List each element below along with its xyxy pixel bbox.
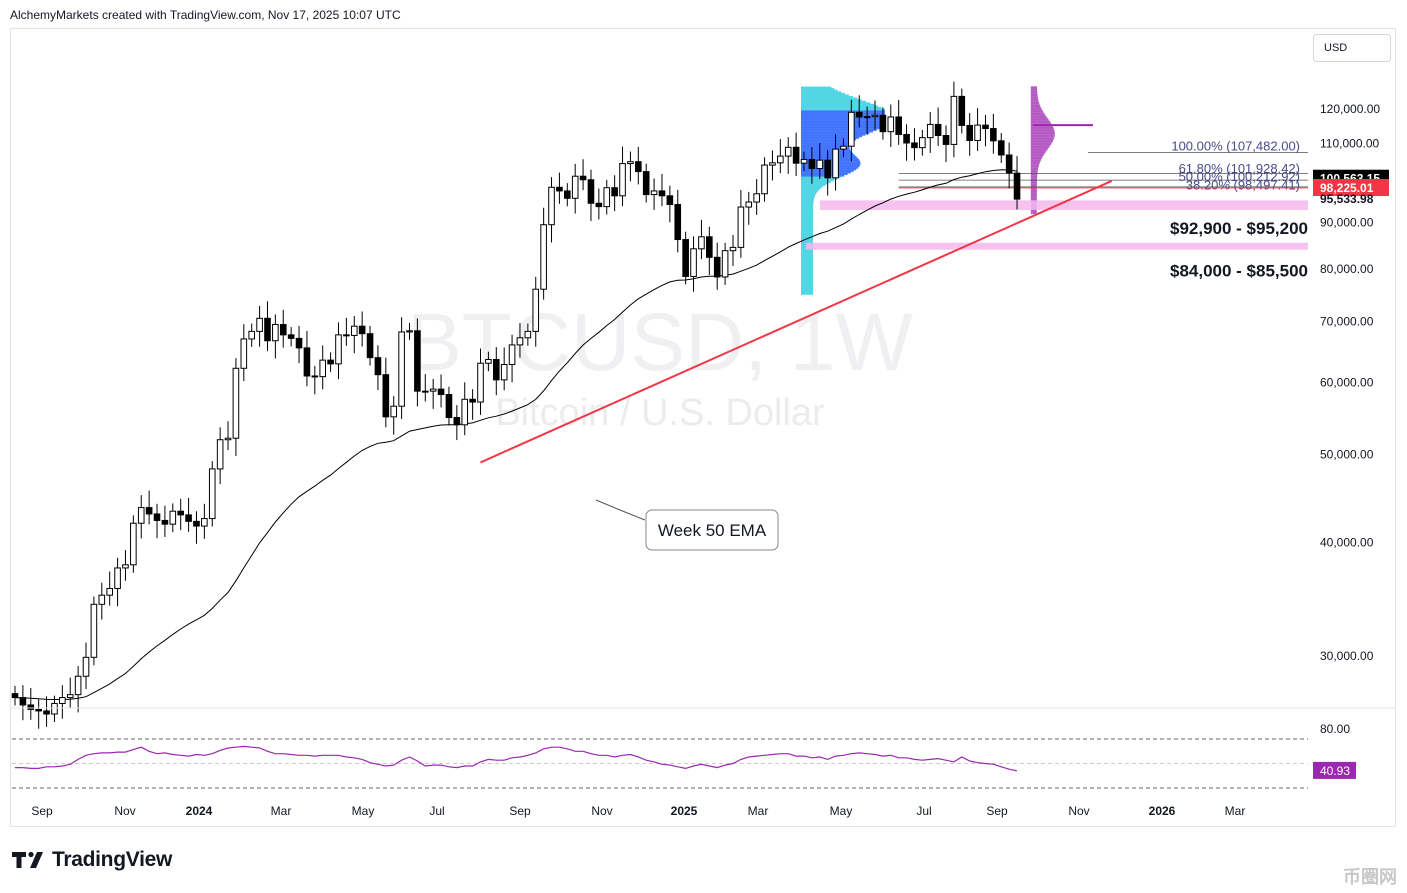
chart-frame — [10, 28, 1396, 827]
chart-attribution: AlchemyMarkets created with TradingView.… — [10, 8, 401, 22]
tradingview-wordmark: TradingView — [52, 848, 173, 871]
currency-selector[interactable]: USD — [1313, 34, 1391, 62]
tradingview-icon — [12, 851, 43, 868]
tradingview-logo[interactable]: TradingView — [12, 848, 172, 872]
site-watermark: 币圈网 — [1343, 867, 1397, 887]
